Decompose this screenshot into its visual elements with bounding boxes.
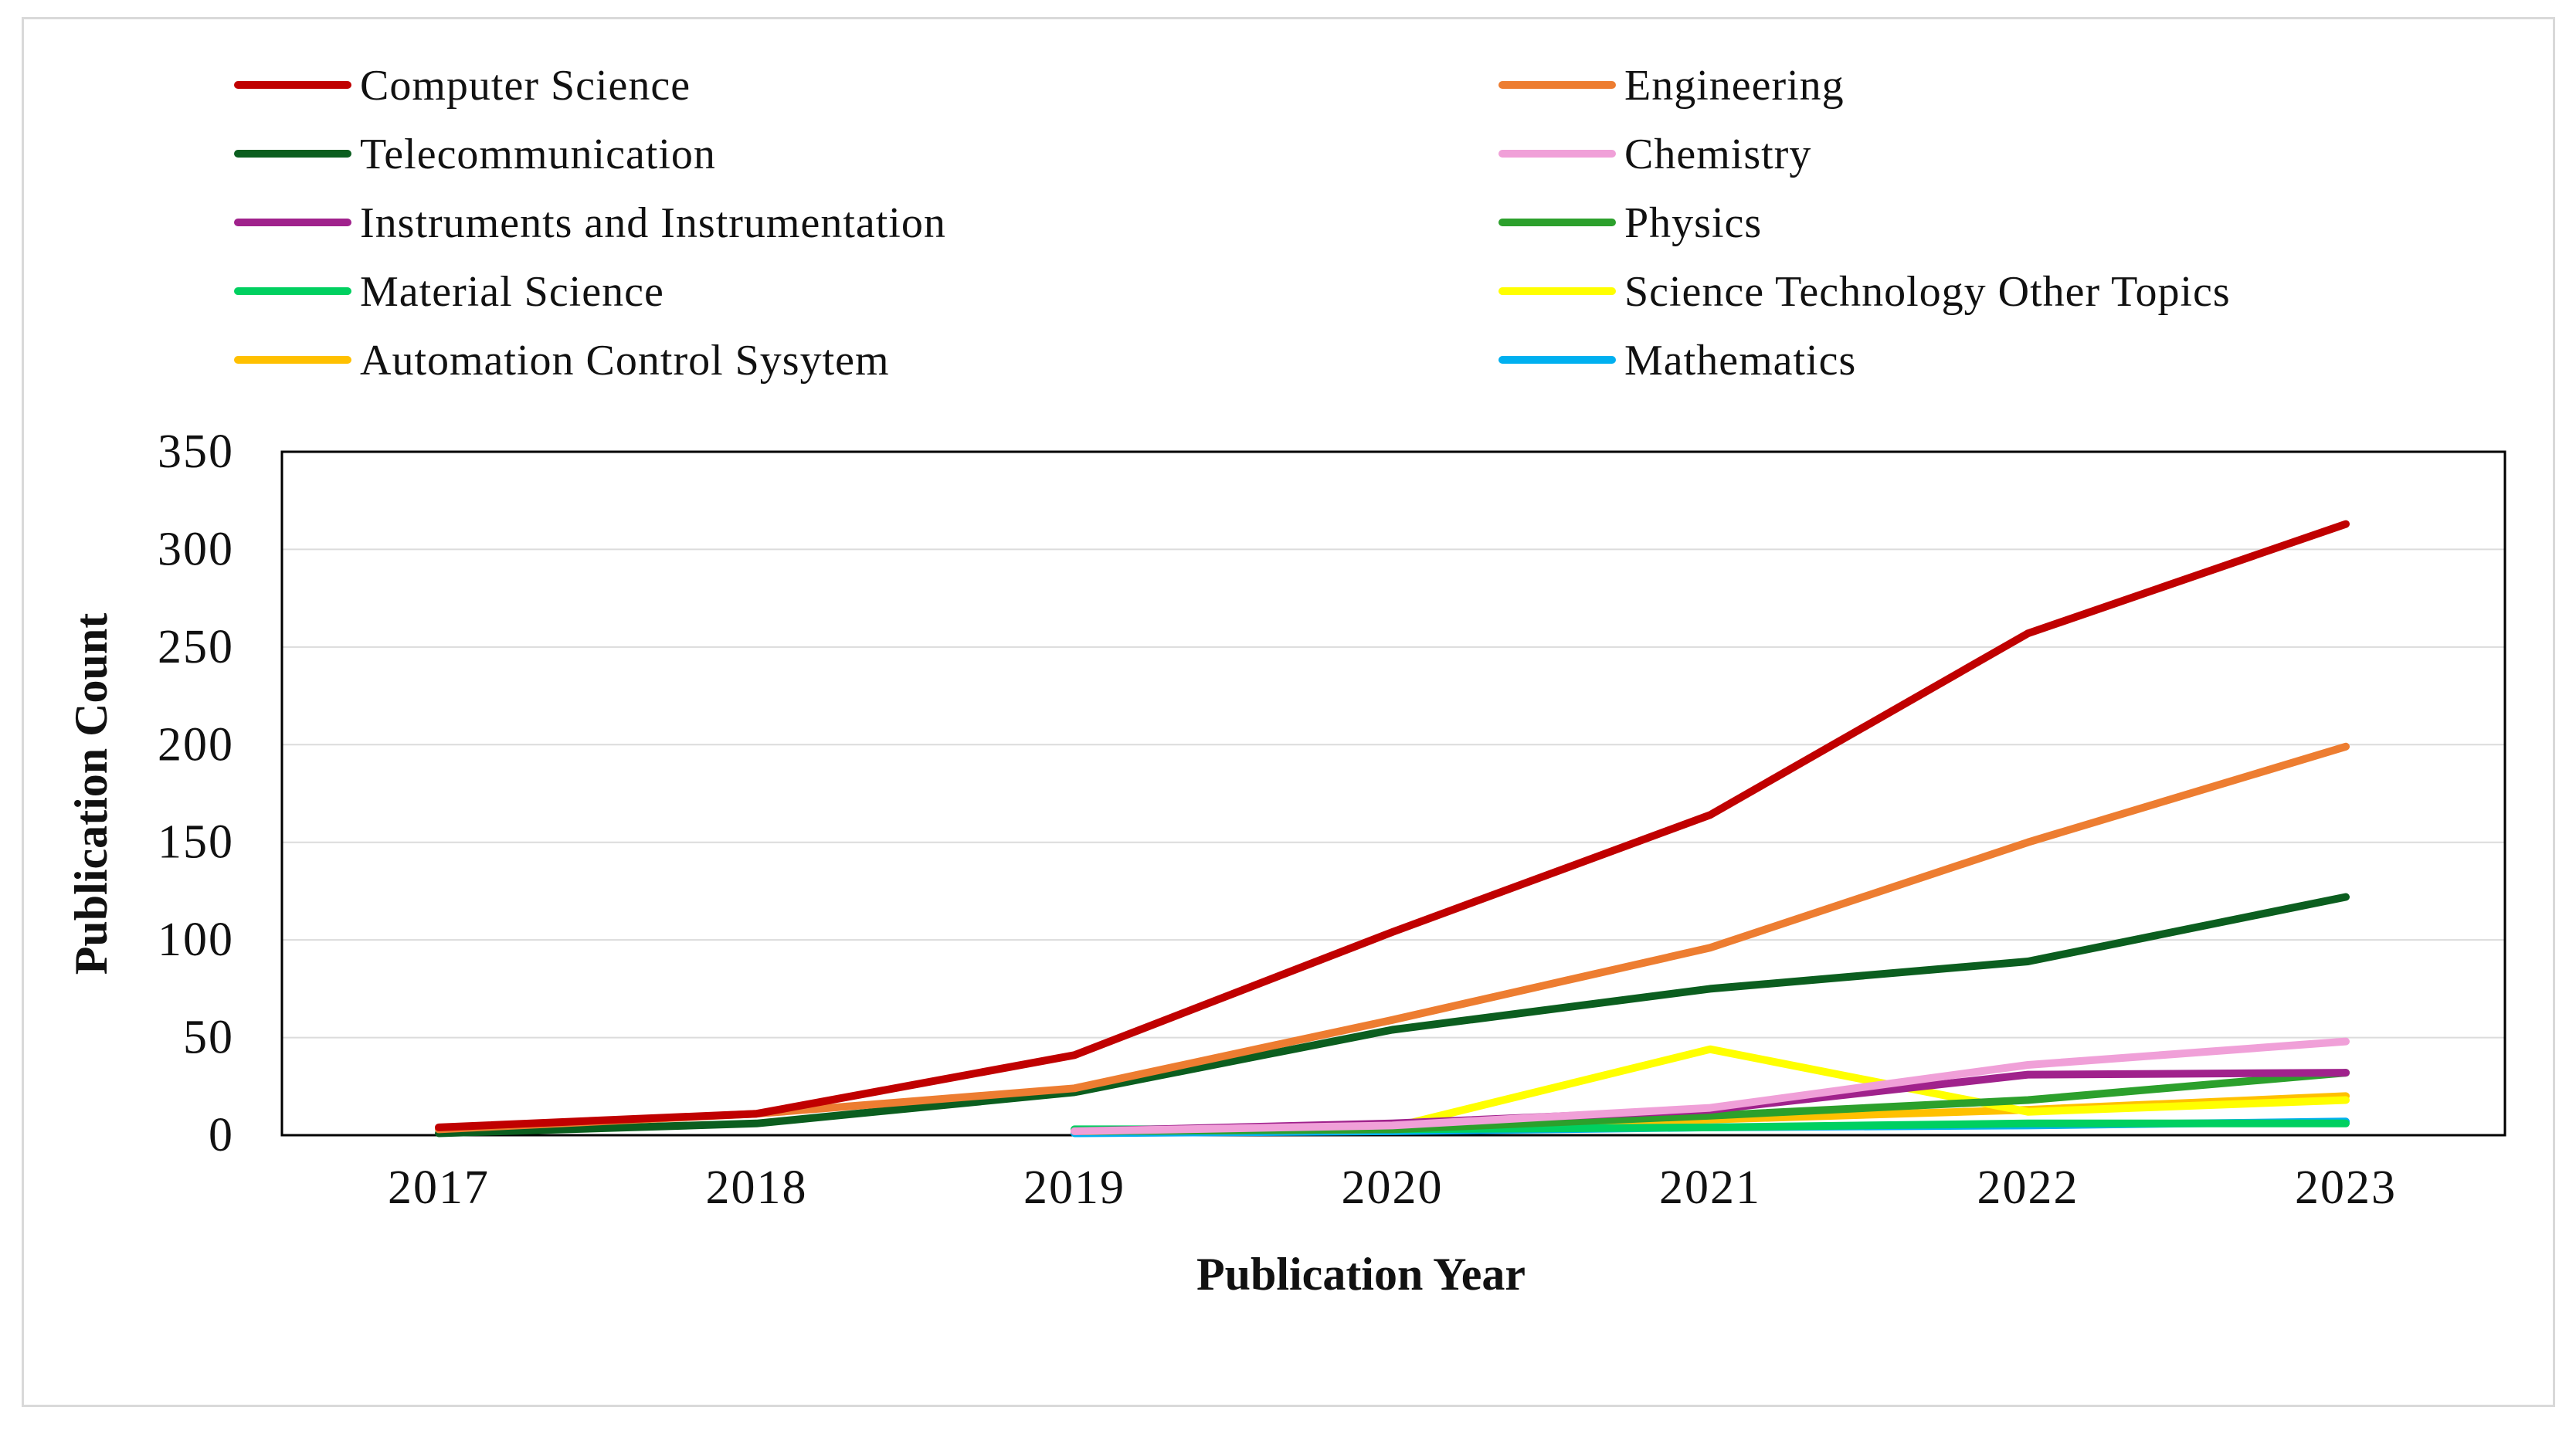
legend-entry-material-science: Material Science [234,268,664,316]
legend-label: Material Science [360,268,664,316]
x-tick-label: 2019 [1023,1161,1125,1214]
y-tick-label: 300 [158,523,234,575]
legend-label: Mathematics [1624,337,1856,385]
x-tick-label: 2022 [1977,1161,2079,1214]
legend-label: Science Technology Other Topics [1624,268,2231,316]
y-tick-label: 50 [183,1012,234,1064]
legend-label: Physics [1624,199,1762,247]
y-tick-label: 150 [158,816,234,869]
series-line-telecommunication [435,893,2350,1138]
legend-entry-computer-science: Computer Science [234,62,691,110]
x-tick-label: 2017 [388,1161,490,1214]
legend-entry-chemistry: Chemistry [1498,131,1811,178]
y-axis-ticks: 0 50 100 150 200 250 300 350 [158,426,234,1161]
legend-entry-automation-control-sysytem: Automation Control Sysytem [234,337,890,385]
x-axis-title: Publication Year [1196,1249,1526,1300]
legend: Computer Science Engineering Telecommunica… [234,62,2231,385]
series-line-chemistry [1071,1037,2350,1135]
legend-label: Telecommunication [360,131,716,178]
plot-area [280,450,2506,1137]
x-tick-label: 2020 [1342,1161,1444,1214]
series-line-computer-science [435,520,2350,1131]
legend-entry-telecommunication: Telecommunication [234,131,716,178]
legend-label: Instruments and Instrumentation [360,199,946,247]
legend-label: Automation Control Sysytem [360,337,890,385]
legend-entry-physics: Physics [1498,199,1762,247]
series-lines [435,520,2350,1138]
legend-entry-engineering: Engineering [1498,62,1845,110]
legend-entry-science-technology-other-topics: Science Technology Other Topics [1498,268,2231,316]
x-tick-label: 2023 [2295,1161,2397,1214]
grid-lines [282,548,2505,1039]
y-axis-title: Publication Count [66,613,117,975]
y-tick-label: 250 [158,621,234,673]
y-tick-label: 0 [209,1109,234,1161]
x-tick-label: 2021 [1659,1161,1761,1214]
legend-entry-mathematics: Mathematics [1498,337,1856,385]
y-tick-label: 350 [158,426,234,478]
y-tick-label: 200 [158,718,234,771]
legend-label: Engineering [1624,62,1845,110]
x-tick-label: 2018 [706,1161,808,1214]
legend-entry-instruments-and-instrumentation: Instruments and Instrumentation [234,199,946,247]
x-axis-ticks: 2017 2018 2019 2020 2021 2022 2023 [388,1161,2397,1214]
y-tick-label: 100 [158,914,234,966]
figure-frame [22,17,2555,1407]
legend-label: Computer Science [360,62,691,110]
legend-label: Chemistry [1624,131,1811,178]
